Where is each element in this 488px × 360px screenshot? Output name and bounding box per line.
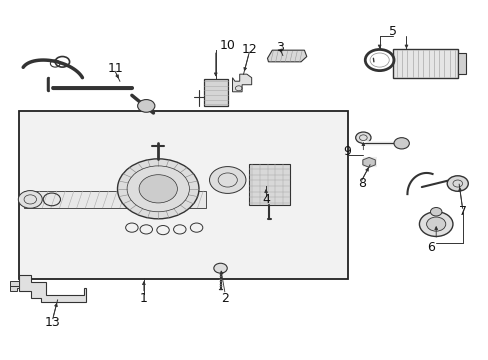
- Text: 11: 11: [107, 62, 123, 75]
- Text: 13: 13: [45, 316, 61, 329]
- Text: 8: 8: [357, 177, 365, 190]
- Polygon shape: [362, 157, 375, 167]
- Text: 3: 3: [276, 41, 284, 54]
- Circle shape: [213, 263, 227, 273]
- Bar: [203, 80, 227, 106]
- Polygon shape: [19, 275, 86, 302]
- Circle shape: [117, 159, 199, 219]
- Bar: [249, 164, 289, 205]
- Text: 5: 5: [388, 25, 396, 38]
- Text: 1: 1: [140, 292, 147, 305]
- Text: 10: 10: [219, 40, 235, 53]
- Circle shape: [209, 167, 245, 193]
- Text: 12: 12: [241, 43, 257, 56]
- Text: 4: 4: [262, 193, 269, 206]
- Text: 9: 9: [343, 145, 351, 158]
- Bar: [392, 49, 457, 78]
- Circle shape: [419, 212, 452, 237]
- Circle shape: [393, 138, 408, 149]
- Circle shape: [447, 176, 468, 191]
- Circle shape: [429, 207, 441, 216]
- Text: 2: 2: [221, 292, 229, 305]
- Polygon shape: [267, 50, 306, 62]
- Circle shape: [137, 100, 155, 112]
- Circle shape: [426, 217, 445, 231]
- Polygon shape: [10, 286, 19, 291]
- Bar: [457, 53, 466, 74]
- Polygon shape: [232, 74, 251, 92]
- Circle shape: [139, 175, 177, 203]
- Polygon shape: [24, 190, 206, 208]
- Bar: [19, 111, 347, 279]
- Circle shape: [18, 190, 42, 208]
- Circle shape: [355, 132, 370, 143]
- Polygon shape: [10, 280, 19, 286]
- Text: 7: 7: [458, 205, 466, 218]
- Text: 6: 6: [427, 240, 434, 253]
